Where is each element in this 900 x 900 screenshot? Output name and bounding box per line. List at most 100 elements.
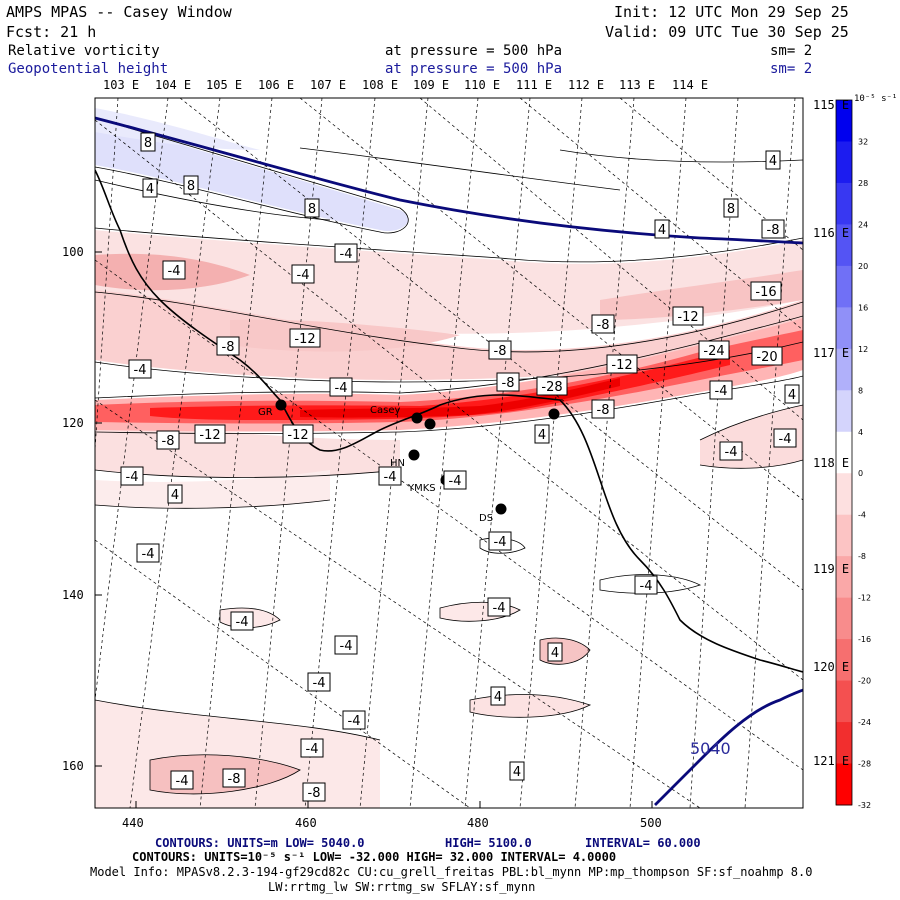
contour-value-label: -4 bbox=[329, 377, 353, 397]
model-physics: LW:rrtmg_lw SW:rrtmg_sw SFLAY:sf_mynn bbox=[268, 880, 536, 894]
grid-y-label: 140 bbox=[62, 588, 84, 602]
grid-x-label: 460 bbox=[295, 816, 317, 830]
colorbar-tick-label: 4 bbox=[858, 428, 863, 437]
map-frame bbox=[94, 97, 804, 809]
svg-text:-4: -4 bbox=[142, 547, 155, 562]
svg-text:-4: -4 bbox=[494, 535, 507, 550]
contour-value-label: -8 bbox=[761, 219, 785, 239]
longitude-label: 106 E bbox=[258, 78, 295, 92]
contour-value-label: -8 bbox=[591, 314, 615, 334]
svg-text:4: 4 bbox=[788, 388, 796, 403]
colorbar-tick-label: 20 bbox=[858, 262, 868, 271]
svg-text:-4: -4 bbox=[168, 264, 181, 279]
contour-value-label: 4 bbox=[167, 484, 183, 504]
svg-text:-4: -4 bbox=[449, 474, 462, 489]
contour-value-label: -4 bbox=[170, 770, 194, 790]
svg-text:-12: -12 bbox=[611, 358, 632, 373]
colorbar-tick-label: 32 bbox=[858, 137, 868, 146]
contour-value-label: 4 bbox=[142, 178, 158, 198]
colorbar-tick-label: 16 bbox=[858, 303, 868, 312]
svg-text:4: 4 bbox=[769, 154, 777, 169]
svg-text:8: 8 bbox=[308, 202, 316, 217]
contour-labels: 8 4 8 8 4 8 4 -4 -4 -8 -4 -16 -12 -8 -12 -8 -24 -20 -12 -4 -… bbox=[120, 132, 800, 802]
svg-text:-4: -4 bbox=[715, 384, 728, 399]
svg-text:-12: -12 bbox=[677, 310, 698, 325]
colorbar-swatch bbox=[836, 639, 852, 682]
coastline bbox=[95, 169, 803, 673]
svg-text:-8: -8 bbox=[228, 772, 241, 787]
contour-value-label: -12 bbox=[194, 424, 226, 444]
station-dot bbox=[408, 449, 420, 461]
colorbar-tick-label: -32 bbox=[858, 801, 871, 810]
svg-text:-4: -4 bbox=[134, 363, 147, 378]
contour-value-label: -16 bbox=[750, 281, 782, 301]
contour-value-label: -4 bbox=[136, 543, 160, 563]
contour-value-label: -4 bbox=[342, 710, 366, 730]
contour-value-label: -4 bbox=[162, 260, 186, 280]
field1-level: at pressure = 500 hPa bbox=[385, 43, 563, 59]
station-label-ymks: YMKS bbox=[407, 483, 436, 494]
colorbar-swatch bbox=[836, 556, 852, 599]
svg-text:4: 4 bbox=[513, 765, 521, 780]
svg-text:-4: -4 bbox=[313, 676, 326, 691]
field1-smoothing: sm= 2 bbox=[770, 43, 813, 59]
contour-value-label: 4 bbox=[509, 761, 525, 781]
contour-value-label: -4 bbox=[291, 264, 315, 284]
height-contour-info: CONTOURS: UNITS=m LOW= 5040.0 bbox=[155, 836, 365, 850]
svg-text:4: 4 bbox=[551, 646, 559, 661]
station-dot bbox=[548, 408, 560, 420]
colorbar-tick-label: -24 bbox=[858, 718, 871, 727]
longitude-label: 108 E bbox=[362, 78, 399, 92]
svg-text:-8: -8 bbox=[222, 340, 235, 355]
svg-text:4: 4 bbox=[146, 182, 154, 197]
svg-text:-4: -4 bbox=[236, 615, 249, 630]
svg-text:8: 8 bbox=[144, 136, 152, 151]
contour-value-label: 4 bbox=[490, 686, 506, 706]
svg-text:-8: -8 bbox=[597, 318, 610, 333]
svg-text:-4: -4 bbox=[384, 470, 397, 485]
longitude-label: 107 E bbox=[310, 78, 347, 92]
contour-value-label: -4 bbox=[334, 635, 358, 655]
contour-value-label: -12 bbox=[289, 328, 321, 348]
station-dot bbox=[411, 412, 423, 424]
height-contour-5040 bbox=[654, 688, 803, 806]
colorbar: 32 28 24 20 16 12 8 4 0 -4 -8 -12 -16 -20 -24 -28 -32 bbox=[835, 99, 871, 810]
colorbar-swatch bbox=[836, 100, 852, 142]
vorticity-contour-info: CONTOURS: UNITS=10⁻⁵ s⁻¹ LOW= -32.000 HI… bbox=[132, 850, 617, 864]
contour-value-label: 8 bbox=[140, 132, 156, 152]
contour-value-label: -20 bbox=[751, 346, 783, 366]
station-markers: GR Casey HN YMKS DS bbox=[258, 399, 560, 524]
svg-text:-4: -4 bbox=[348, 714, 361, 729]
colorbar-tick-label: 24 bbox=[858, 220, 868, 229]
colorbar-swatch bbox=[836, 390, 852, 433]
colorbar-swatch bbox=[836, 224, 852, 267]
init-time: Init: 12 UTC Mon 29 Sep 25 bbox=[614, 3, 849, 21]
station-dot bbox=[424, 418, 436, 430]
colorbar-tick-label: 8 bbox=[858, 386, 863, 395]
svg-text:-4: -4 bbox=[779, 432, 792, 447]
longitude-label: 103 E bbox=[103, 78, 140, 92]
contour-value-label: 4 bbox=[784, 384, 800, 404]
svg-text:8: 8 bbox=[187, 179, 195, 194]
svg-text:-8: -8 bbox=[502, 376, 515, 391]
contour-value-label: -4 bbox=[378, 466, 402, 486]
svg-text:8: 8 bbox=[727, 202, 735, 217]
contour-value-label: 4 bbox=[534, 424, 550, 444]
contour-value-label: 8 bbox=[183, 175, 199, 195]
station-label-casey: Casey bbox=[370, 405, 400, 416]
longitude-label: 105 E bbox=[206, 78, 243, 92]
svg-text:-24: -24 bbox=[703, 344, 724, 359]
height-contour-label: 5040 bbox=[690, 739, 731, 758]
contour-value-label: -4 bbox=[773, 428, 797, 448]
station-dot bbox=[275, 399, 287, 411]
height-contour-interval: INTERVAL= 60.000 bbox=[585, 836, 701, 850]
svg-text:4: 4 bbox=[494, 690, 502, 705]
colorbar-tick-label: -4 bbox=[858, 511, 866, 520]
svg-text:-4: -4 bbox=[340, 639, 353, 654]
svg-text:4: 4 bbox=[538, 428, 546, 443]
colorbar-swatch bbox=[836, 473, 852, 516]
station-label-ds: DS bbox=[479, 513, 493, 524]
grid-x-label: 480 bbox=[467, 816, 489, 830]
longitude-label: 110 E bbox=[464, 78, 501, 92]
